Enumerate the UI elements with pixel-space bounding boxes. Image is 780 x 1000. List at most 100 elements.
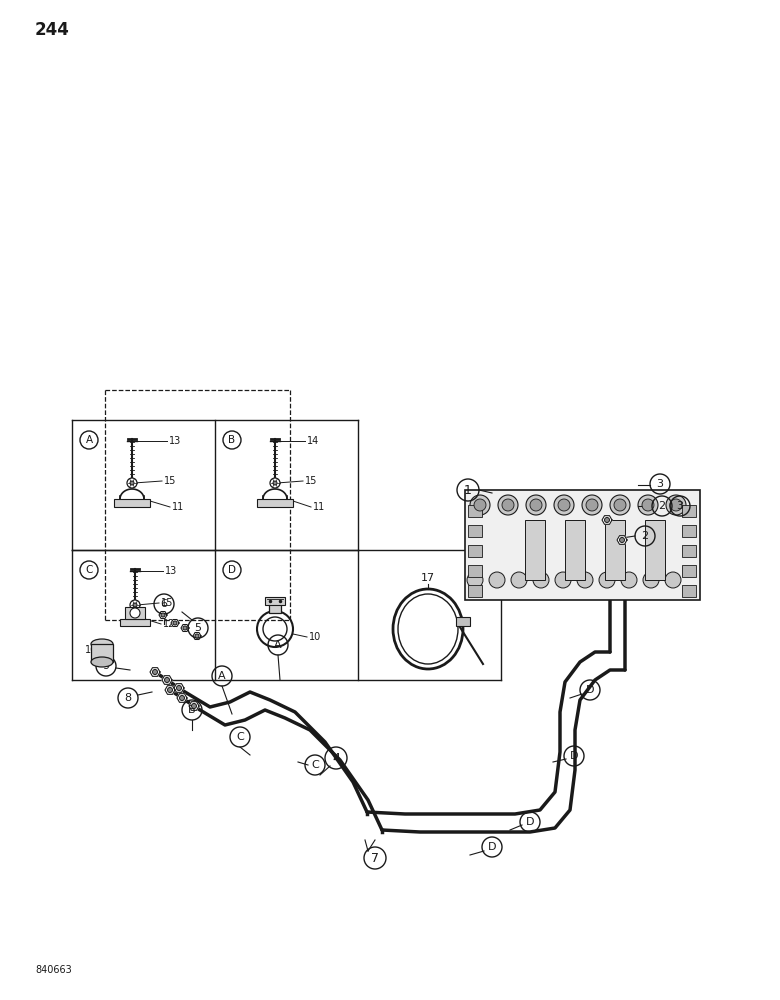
Bar bbox=[682, 585, 696, 597]
Polygon shape bbox=[165, 686, 175, 694]
Circle shape bbox=[619, 538, 625, 542]
Polygon shape bbox=[193, 633, 201, 639]
Polygon shape bbox=[162, 676, 172, 684]
Text: 6: 6 bbox=[161, 599, 168, 609]
Text: 7: 7 bbox=[371, 852, 379, 864]
Bar bbox=[682, 545, 696, 557]
Bar bbox=[605, 520, 625, 580]
Text: 3: 3 bbox=[676, 501, 683, 511]
Bar bbox=[565, 520, 585, 580]
Text: A: A bbox=[275, 640, 282, 650]
Circle shape bbox=[665, 572, 681, 588]
Bar bbox=[265, 597, 285, 605]
Text: B: B bbox=[229, 435, 236, 445]
Text: A: A bbox=[86, 435, 93, 445]
Circle shape bbox=[474, 499, 486, 511]
Circle shape bbox=[130, 608, 140, 618]
Text: A: A bbox=[218, 671, 226, 681]
Bar bbox=[468, 525, 482, 537]
Circle shape bbox=[168, 688, 172, 692]
Polygon shape bbox=[159, 612, 167, 618]
Polygon shape bbox=[617, 536, 627, 544]
Polygon shape bbox=[189, 702, 199, 710]
Circle shape bbox=[604, 518, 609, 522]
Text: 9: 9 bbox=[102, 661, 109, 671]
Polygon shape bbox=[181, 625, 189, 631]
Polygon shape bbox=[150, 668, 160, 676]
Bar bbox=[468, 565, 482, 577]
Text: 13: 13 bbox=[169, 436, 181, 446]
Circle shape bbox=[179, 696, 185, 700]
Polygon shape bbox=[177, 694, 187, 702]
Bar bbox=[257, 499, 293, 507]
Text: 840663: 840663 bbox=[35, 965, 72, 975]
Bar bbox=[120, 619, 150, 626]
Circle shape bbox=[133, 603, 137, 607]
Polygon shape bbox=[174, 684, 184, 692]
Text: D: D bbox=[488, 842, 496, 852]
Circle shape bbox=[666, 495, 686, 515]
Bar bbox=[114, 499, 150, 507]
Bar bbox=[525, 520, 545, 580]
Text: 2: 2 bbox=[641, 531, 648, 541]
Text: 244: 244 bbox=[35, 21, 70, 39]
Circle shape bbox=[183, 626, 187, 630]
Text: 12: 12 bbox=[163, 619, 176, 629]
Circle shape bbox=[610, 495, 630, 515]
Bar bbox=[682, 565, 696, 577]
Text: 1: 1 bbox=[464, 484, 472, 496]
Circle shape bbox=[555, 572, 571, 588]
Text: 15: 15 bbox=[305, 476, 317, 486]
Circle shape bbox=[176, 686, 182, 690]
Text: 10: 10 bbox=[309, 632, 321, 642]
Circle shape bbox=[511, 572, 527, 588]
Circle shape bbox=[621, 572, 637, 588]
Circle shape bbox=[558, 499, 570, 511]
Ellipse shape bbox=[91, 657, 113, 667]
Circle shape bbox=[599, 572, 615, 588]
Circle shape bbox=[526, 495, 546, 515]
Circle shape bbox=[192, 704, 197, 708]
Bar bbox=[682, 525, 696, 537]
Circle shape bbox=[195, 634, 199, 638]
Circle shape bbox=[533, 572, 549, 588]
Text: 11: 11 bbox=[172, 502, 184, 512]
Bar bbox=[682, 505, 696, 517]
Bar bbox=[91, 644, 113, 662]
Bar bbox=[125, 607, 145, 619]
Text: D: D bbox=[228, 565, 236, 575]
Text: 3: 3 bbox=[657, 479, 664, 489]
Circle shape bbox=[173, 621, 177, 625]
Circle shape bbox=[130, 600, 140, 610]
Text: C: C bbox=[85, 565, 93, 575]
Text: D: D bbox=[586, 685, 594, 695]
Circle shape bbox=[498, 495, 518, 515]
Circle shape bbox=[586, 499, 598, 511]
Text: 11: 11 bbox=[313, 502, 325, 512]
Polygon shape bbox=[171, 620, 179, 626]
Circle shape bbox=[614, 499, 626, 511]
Text: 14: 14 bbox=[307, 436, 319, 446]
Text: 13: 13 bbox=[165, 566, 177, 576]
Circle shape bbox=[273, 481, 277, 485]
Circle shape bbox=[554, 495, 574, 515]
Text: D: D bbox=[569, 751, 578, 761]
Circle shape bbox=[467, 572, 483, 588]
Text: C: C bbox=[236, 732, 244, 742]
Bar bbox=[468, 505, 482, 517]
Circle shape bbox=[270, 478, 280, 488]
Circle shape bbox=[489, 572, 505, 588]
Text: 17: 17 bbox=[421, 573, 435, 583]
Text: 5: 5 bbox=[194, 623, 201, 633]
Text: 15: 15 bbox=[161, 598, 173, 608]
Bar bbox=[645, 520, 665, 580]
Text: 16: 16 bbox=[85, 645, 98, 655]
Circle shape bbox=[670, 499, 682, 511]
Circle shape bbox=[638, 495, 658, 515]
Text: B: B bbox=[188, 705, 196, 715]
Text: 8: 8 bbox=[125, 693, 132, 703]
Bar bbox=[269, 603, 281, 613]
Circle shape bbox=[127, 478, 137, 488]
Text: D: D bbox=[526, 817, 534, 827]
Text: 2: 2 bbox=[658, 501, 665, 511]
